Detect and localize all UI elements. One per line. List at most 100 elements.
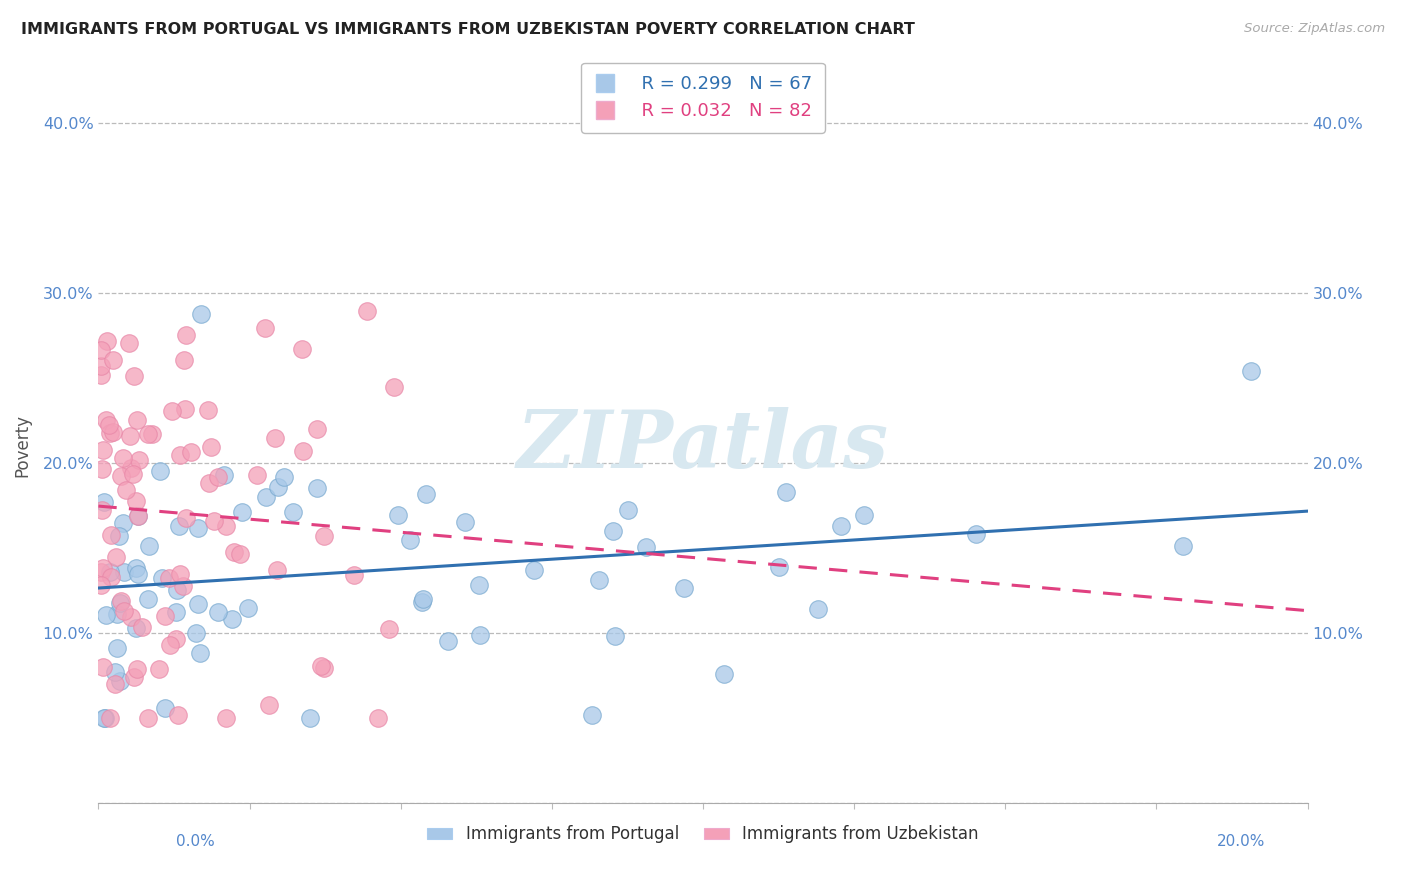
Point [342,568,364,582]
Point [775,485,797,500]
Point [291,342,314,356]
Point [266,563,288,577]
Point [96,334,118,349]
Point [412,592,434,607]
Point [367,711,389,725]
Point [602,524,624,538]
Point [190,307,212,321]
Point [768,560,790,574]
Point [314,661,336,675]
Point [187,520,209,534]
Point [165,605,187,619]
Point [307,481,329,495]
Point [110,596,132,610]
Point [437,634,460,648]
Point [110,593,132,607]
Point [91,503,114,517]
Point [207,606,229,620]
Point [124,369,146,384]
Point [159,571,181,585]
Point [184,626,207,640]
Point [105,640,128,655]
Point [167,708,190,723]
Point [207,470,229,484]
Point [90,578,112,592]
Point [245,467,267,482]
Point [98,565,121,579]
Point [127,508,149,523]
Point [165,632,187,646]
Point [173,401,195,416]
Point [197,402,219,417]
Point [111,450,134,465]
Point [281,505,304,519]
Point [93,711,115,725]
Point [104,676,127,690]
Point [180,444,202,458]
Point [617,503,640,517]
Point [107,529,129,543]
Point [309,659,332,673]
Point [160,404,183,418]
Point [138,540,160,554]
Point [415,487,437,501]
Point [100,570,122,584]
Point [636,540,658,554]
Point [127,413,149,427]
Point [169,519,191,533]
Point [150,571,173,585]
Point [238,600,260,615]
Point [136,427,159,442]
Point [468,578,491,592]
Point [188,646,211,660]
Point [125,560,148,574]
Point [111,516,134,530]
Point [125,494,148,508]
Point [100,528,122,542]
Point [159,638,181,652]
Point [115,483,138,497]
Point [965,526,987,541]
Point [387,508,409,522]
Point [138,711,160,725]
Point [103,425,125,439]
Point [149,464,172,478]
Point [110,674,132,689]
Point [105,607,128,621]
Point [118,335,141,350]
Point [169,566,191,581]
Point [98,711,121,725]
Legend: Immigrants from Portugal, Immigrants from Uzbekistan: Immigrants from Portugal, Immigrants fro… [419,817,987,852]
Point [581,708,603,723]
Point [212,467,235,482]
Point [110,469,132,483]
Point [267,480,290,494]
Point [153,609,176,624]
Point [90,368,112,383]
Text: ZIPatlas: ZIPatlas [517,408,889,484]
Point [382,380,405,394]
Point [112,604,135,618]
Point [523,563,546,577]
Point [1240,364,1263,378]
Point [673,581,696,595]
Point [187,597,209,611]
Point [215,711,238,725]
Point [231,505,253,519]
Point [263,431,285,445]
Point [104,549,127,564]
Point [94,608,117,623]
Point [136,592,159,607]
Point [90,359,112,373]
Point [807,602,830,616]
Point [91,461,114,475]
Point [830,518,852,533]
Text: IMMIGRANTS FROM PORTUGAL VS IMMIGRANTS FROM UZBEKISTAN POVERTY CORRELATION CHART: IMMIGRANTS FROM PORTUGAL VS IMMIGRANTS F… [21,22,915,37]
Point [148,662,170,676]
Point [378,622,401,636]
Point [169,448,191,462]
Point [454,515,477,529]
Point [603,629,626,643]
Point [198,475,221,490]
Point [93,495,115,509]
